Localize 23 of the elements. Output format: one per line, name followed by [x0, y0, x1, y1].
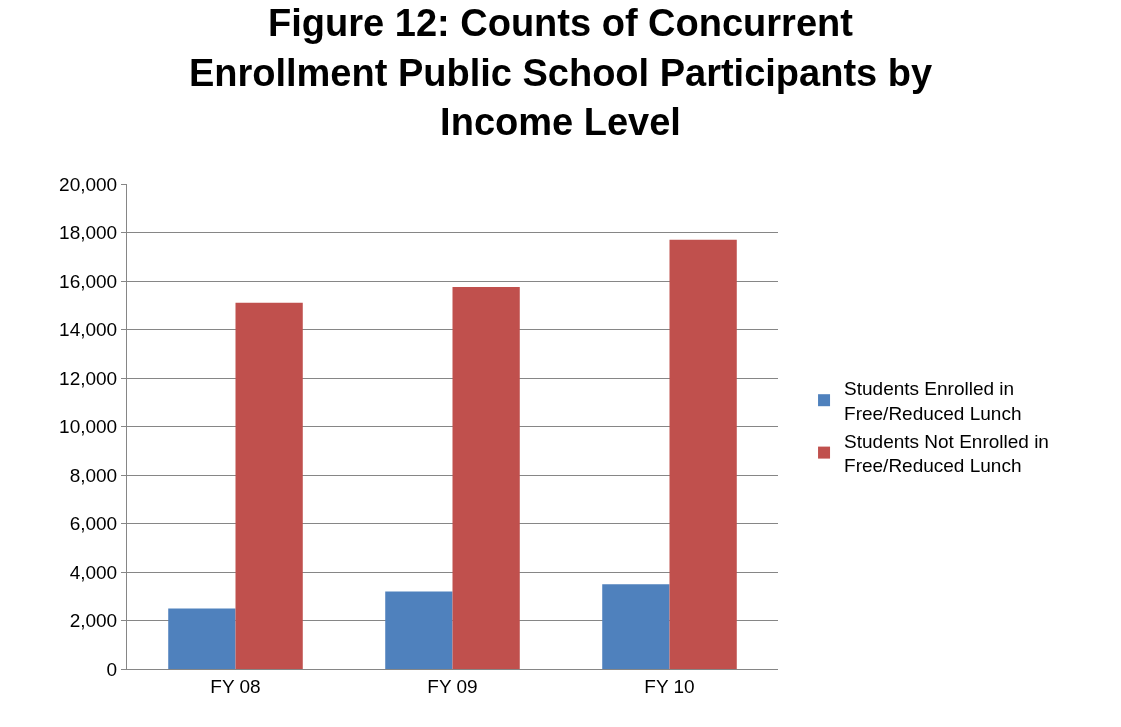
bar: [669, 239, 737, 669]
y-tick-label: 10,000: [59, 416, 118, 438]
y-tick-label: 18,000: [59, 222, 118, 244]
y-tick-label: 12,000: [59, 367, 118, 389]
bar: [452, 287, 520, 669]
y-tick-label: 6,000: [69, 513, 118, 535]
x-tick-label: FY 09: [427, 675, 478, 697]
y-tick-label: 0: [106, 658, 118, 680]
y-tick-label: 20,000: [59, 173, 118, 195]
bar: [168, 608, 236, 669]
y-tick-label: 8,000: [69, 464, 118, 486]
y-tick-label: 4,000: [69, 561, 118, 583]
x-tick-label: FY 10: [644, 675, 695, 697]
bar: [602, 584, 670, 669]
y-tick-label: 16,000: [59, 270, 118, 292]
chart-title: Figure 12: Counts of Concurrent Enrollment Public School Participants by Income Level: [188, 2, 933, 144]
bar: [235, 302, 303, 669]
y-tick-label: 14,000: [59, 319, 118, 341]
y-tick-label: 2,000: [69, 610, 118, 632]
bar: [385, 591, 453, 669]
legend-label: Students Enrolled in Free/Reduced Lunch: [844, 378, 1022, 424]
x-tick-label: FY 08: [210, 675, 261, 697]
legend-label: Students Not Enrolled in Free/Reduced Lunch: [844, 430, 1049, 477]
